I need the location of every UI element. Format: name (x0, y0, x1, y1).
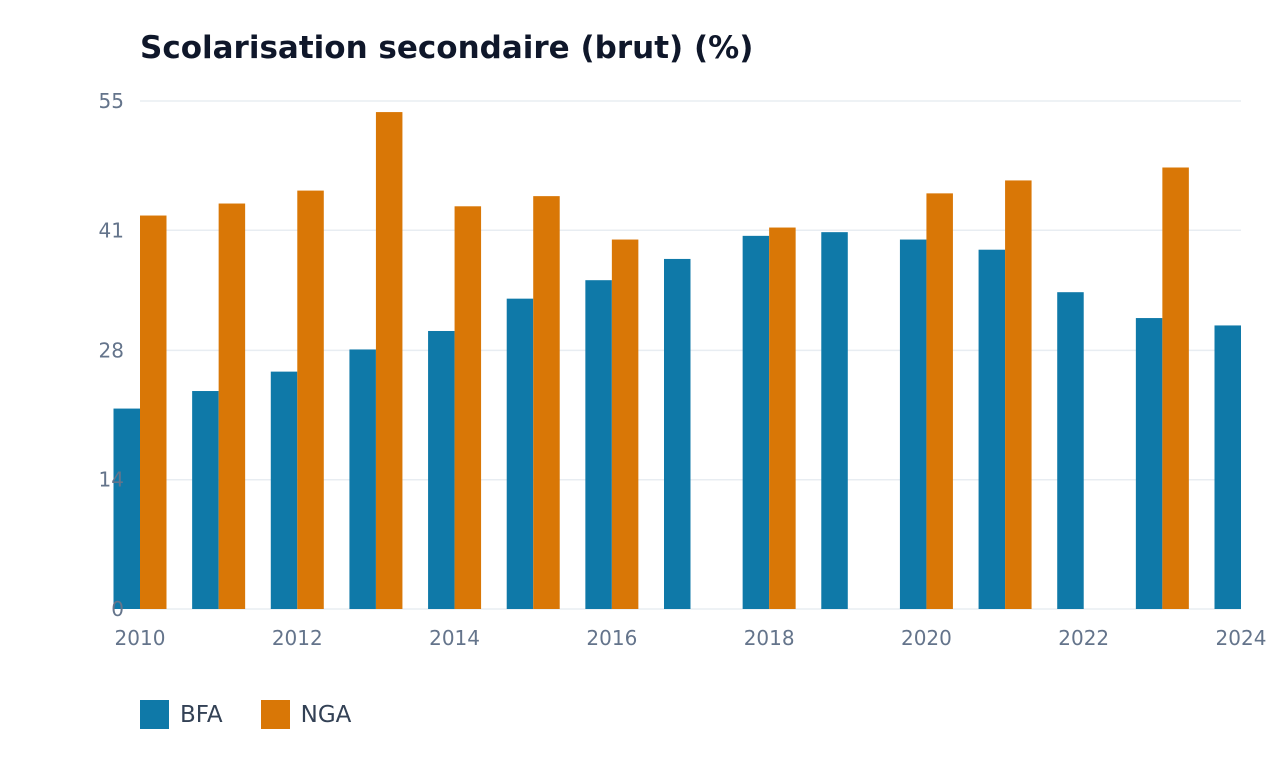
legend-label-nga: NGA (300, 701, 352, 728)
y-tick-label-0: 0 (111, 597, 124, 621)
bar-nga-2010 (140, 215, 167, 609)
bar-nga-2016 (611, 239, 639, 609)
bars (113, 112, 1241, 610)
bar-bfa-2015 (506, 298, 534, 609)
bar-bfa-2019 (821, 232, 848, 609)
bar-nga-2020 (926, 193, 953, 609)
y-tick-label-55: 55 (99, 89, 124, 113)
bar-bfa-2022 (1057, 292, 1084, 609)
bar-bfa-2016 (585, 280, 612, 609)
bar-nga-2021 (1005, 180, 1032, 609)
bar-bfa-2024 (1214, 325, 1241, 609)
y-tick-label-14: 14 (99, 468, 124, 492)
x-tick-label-2022: 2022 (1058, 626, 1109, 650)
x-tick-label-2016: 2016 (586, 626, 637, 650)
bar-bfa-2021 (978, 249, 1006, 610)
bar-bfa-2013 (349, 349, 376, 609)
x-tick-label-2012: 2012 (272, 626, 323, 650)
x-tick-label-2018: 2018 (744, 626, 795, 650)
x-tick-label-2010: 2010 (115, 626, 166, 650)
bar-bfa-2010 (113, 408, 140, 609)
legend-label-bfa: BFA (180, 701, 223, 728)
bar-nga-2018 (769, 227, 796, 609)
y-axis-ticks: 0 14 28 41 55 (99, 89, 124, 621)
bar-nga-2015 (533, 196, 560, 609)
legend-swatch-nga (260, 700, 290, 729)
bar-nga-2011 (218, 203, 246, 610)
bar-bfa-2020 (899, 239, 927, 609)
x-tick-label-2024: 2024 (1216, 626, 1267, 650)
bar-nga-2023 (1162, 167, 1189, 609)
bar-bfa-2011 (192, 391, 219, 609)
bar-nga-2012 (297, 190, 324, 610)
x-axis-ticks: 2010 2012 2014 2016 2018 2020 2022 2024 (115, 626, 1267, 650)
legend-swatch-bfa (140, 700, 169, 729)
chart-title: Scolarisation secondaire (brut) (%) (140, 30, 754, 66)
y-tick-label-28: 28 (99, 338, 124, 362)
legend-item-bfa: BFA (140, 700, 223, 729)
bar-bfa-2012 (270, 371, 298, 609)
x-tick-label-2014: 2014 (429, 626, 480, 650)
legend-item-nga: NGA (260, 700, 352, 729)
y-tick-label-41: 41 (99, 218, 124, 242)
bar-nga-2014 (454, 206, 482, 609)
bar-bfa-2017 (664, 258, 691, 609)
bar-bfa-2018 (742, 235, 770, 610)
bar-bfa-2023 (1135, 318, 1163, 609)
bar-bfa-2014 (428, 330, 455, 609)
bar-nga-2013 (375, 112, 403, 610)
x-tick-label-2020: 2020 (901, 626, 952, 650)
legend: BFA NGA (140, 700, 389, 729)
